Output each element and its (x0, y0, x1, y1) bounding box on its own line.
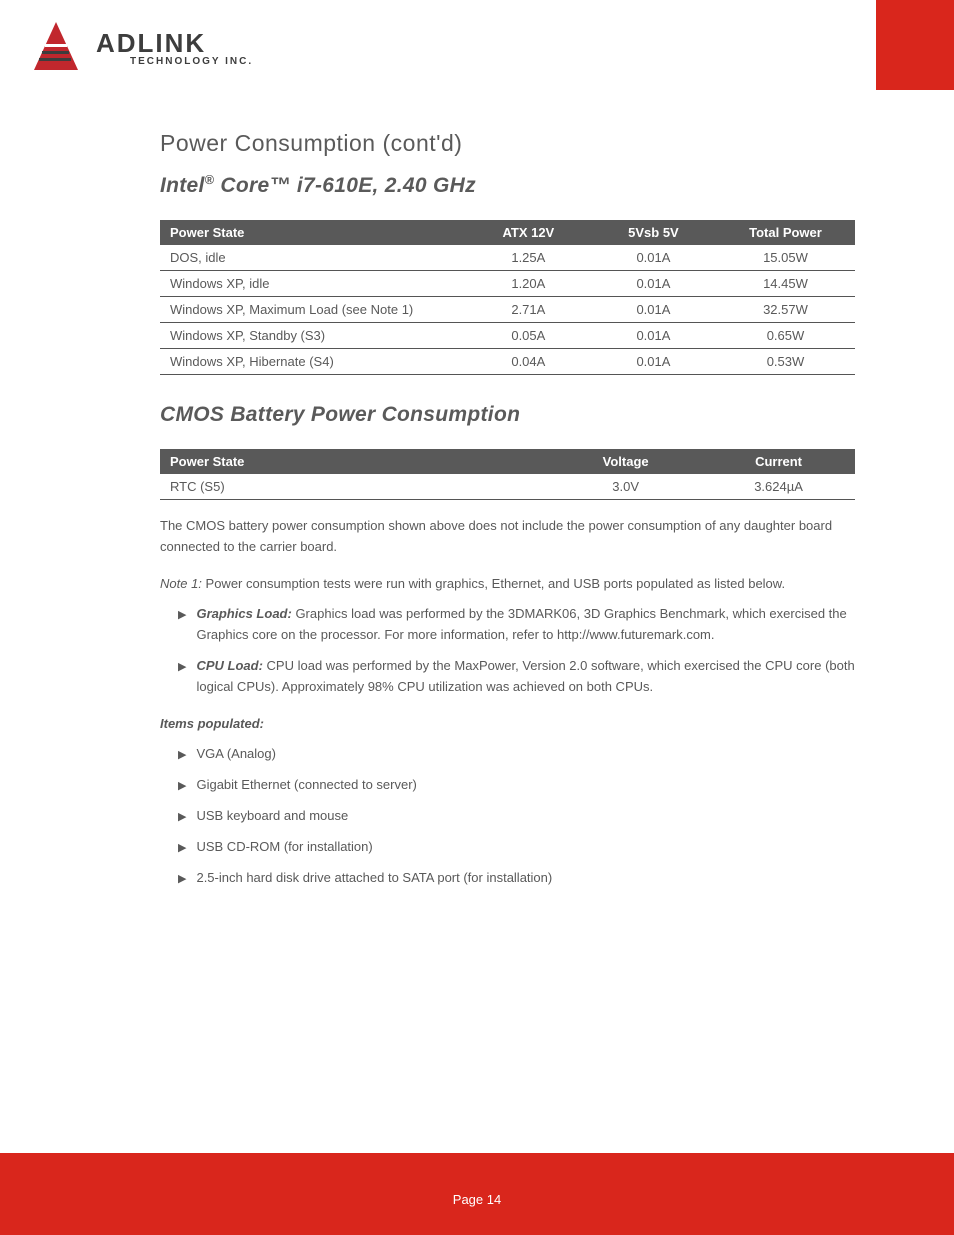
note1-text: Power consumption tests were run with gr… (202, 576, 785, 591)
bullet-text: Graphics Load: Graphics load was perform… (196, 604, 860, 646)
cell: Windows XP, idle (160, 271, 466, 297)
cell: 15.05W (716, 245, 855, 271)
item-text: 2.5-inch hard disk drive attached to SAT… (196, 868, 860, 889)
cell: 3.624µA (702, 474, 855, 500)
cpu-heading-post: Core™ i7-610E, 2.40 GHz (214, 174, 476, 197)
power-states-table: Power State ATX 12V 5Vsb 5V Total Power … (160, 220, 855, 375)
bullet-graphics-load: ▶ Graphics Load: Graphics load was perfo… (160, 604, 860, 646)
col-voltage: Voltage (549, 449, 702, 474)
col-total: Total Power (716, 220, 855, 245)
cell: Windows XP, Maximum Load (see Note 1) (160, 297, 466, 323)
bullet-label: Graphics Load: (196, 606, 291, 621)
item-text: USB keyboard and mouse (196, 806, 860, 827)
table-row: DOS, idle 1.25A 0.01A 15.05W (160, 245, 855, 271)
cell: 0.01A (591, 349, 716, 375)
col-atx12v: ATX 12V (466, 220, 591, 245)
item-text: USB CD-ROM (for installation) (196, 837, 860, 858)
cell: DOS, idle (160, 245, 466, 271)
arrow-icon: ▶ (178, 747, 186, 765)
list-item: ▶ Gigabit Ethernet (connected to server) (160, 775, 860, 796)
brand-logo: ADLINK TECHNOLOGY INC. (28, 20, 253, 76)
col-power-state: Power State (160, 220, 466, 245)
note1-intro: Note 1: Power consumption tests were run… (160, 574, 860, 595)
col-5vsb: 5Vsb 5V (591, 220, 716, 245)
cell: 0.04A (466, 349, 591, 375)
list-item: ▶ USB keyboard and mouse (160, 806, 860, 827)
reg-mark: ® (205, 173, 215, 187)
cell: 1.20A (466, 271, 591, 297)
note1-label: Note 1: (160, 576, 202, 591)
cell: 32.57W (716, 297, 855, 323)
bullet-text: CPU Load: CPU load was performed by the … (196, 656, 860, 698)
table-header-row: Power State Voltage Current (160, 449, 855, 474)
cell: 0.01A (591, 245, 716, 271)
cell: RTC (S5) (160, 474, 549, 500)
cell: 0.01A (591, 297, 716, 323)
cmos-table: Power State Voltage Current RTC (S5) 3.0… (160, 449, 855, 500)
item-text: VGA (Analog) (196, 744, 860, 765)
cmos-note: The CMOS battery power consumption shown… (160, 516, 860, 558)
cell: 0.53W (716, 349, 855, 375)
cell: 0.65W (716, 323, 855, 349)
items-populated-label: Items populated: (160, 714, 860, 735)
brand-name: ADLINK (96, 30, 253, 56)
cpu-heading: Intel® Core™ i7-610E, 2.40 GHz (160, 173, 860, 198)
bullet-body: CPU load was performed by the MaxPower, … (196, 658, 854, 694)
table-row: Windows XP, idle 1.20A 0.01A 14.45W (160, 271, 855, 297)
bullet-body: Graphics load was performed by the 3DMAR… (196, 606, 846, 642)
arrow-icon: ▶ (178, 809, 186, 827)
cell: 1.25A (466, 245, 591, 271)
list-item: ▶ VGA (Analog) (160, 744, 860, 765)
table-row: Windows XP, Maximum Load (see Note 1) 2.… (160, 297, 855, 323)
cell: Windows XP, Standby (S3) (160, 323, 466, 349)
cpu-heading-pre: Intel (160, 174, 205, 197)
list-item: ▶ USB CD-ROM (for installation) (160, 837, 860, 858)
items-populated-list: ▶ VGA (Analog) ▶ Gigabit Ethernet (connect… (160, 744, 860, 888)
corner-accent (876, 0, 954, 90)
cell: Windows XP, Hibernate (S4) (160, 349, 466, 375)
col-current: Current (702, 449, 855, 474)
cell: 3.0V (549, 474, 702, 500)
cell: 14.45W (716, 271, 855, 297)
section-title: Power Consumption (cont'd) (160, 130, 860, 157)
page-content: Power Consumption (cont'd) Intel® Core™ … (160, 130, 860, 888)
bullet-label: CPU Load: (196, 658, 262, 673)
arrow-icon: ▶ (178, 840, 186, 858)
table-row: Windows XP, Standby (S3) 0.05A 0.01A 0.6… (160, 323, 855, 349)
table-row: Windows XP, Hibernate (S4) 0.04A 0.01A 0… (160, 349, 855, 375)
adlink-logo-icon (28, 20, 84, 76)
bullet-cpu-load: ▶ CPU Load: CPU load was performed by th… (160, 656, 860, 698)
arrow-icon: ▶ (178, 871, 186, 889)
page-number: Page 14 (0, 1192, 954, 1207)
list-item: ▶ 2.5-inch hard disk drive attached to SA… (160, 868, 860, 889)
item-text: Gigabit Ethernet (connected to server) (196, 775, 860, 796)
items-label: Items populated: (160, 716, 264, 731)
arrow-icon: ▶ (178, 607, 186, 625)
cell: 0.05A (466, 323, 591, 349)
cell: 2.71A (466, 297, 591, 323)
brand-text: ADLINK TECHNOLOGY INC. (96, 30, 253, 67)
cmos-heading: CMOS Battery Power Consumption (160, 403, 860, 427)
cell: 0.01A (591, 323, 716, 349)
col-power-state: Power State (160, 449, 549, 474)
arrow-icon: ▶ (178, 659, 186, 677)
table-header-row: Power State ATX 12V 5Vsb 5V Total Power (160, 220, 855, 245)
note1-bullets: ▶ Graphics Load: Graphics load was perfo… (160, 604, 860, 697)
table-row: RTC (S5) 3.0V 3.624µA (160, 474, 855, 500)
cell: 0.01A (591, 271, 716, 297)
arrow-icon: ▶ (178, 778, 186, 796)
brand-subtitle: TECHNOLOGY INC. (130, 56, 253, 67)
